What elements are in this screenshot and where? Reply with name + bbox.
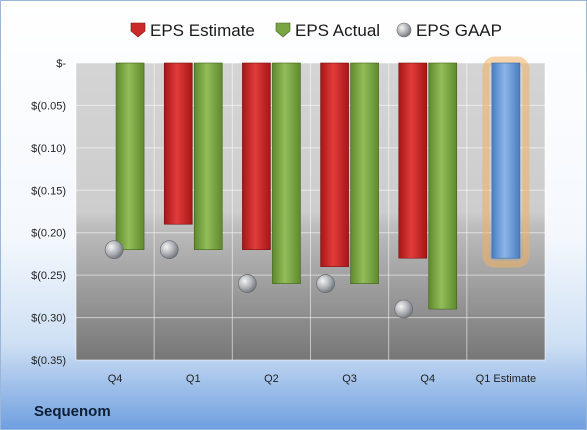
bar-eps-actual <box>115 62 145 250</box>
x-tick-label: Q4 <box>420 373 435 385</box>
legend-swatch-eps-actual <box>275 22 291 38</box>
y-tick-label: $- <box>56 58 66 70</box>
x-axis: Q4 Q1 Q2 Q3 Q4 Q1 Estimate <box>108 373 536 385</box>
bar-eps-actual <box>350 62 379 284</box>
legend-label: EPS Estimate <box>150 21 255 40</box>
legend-label: EPS Actual <box>295 21 380 40</box>
legend-label: EPS GAAP <box>416 21 502 40</box>
y-tick-label: $(0.10) <box>31 143 66 155</box>
point-eps-gaap <box>238 274 257 293</box>
bar-q1-estimate <box>491 62 521 259</box>
y-tick-label: $(0.15) <box>31 185 66 197</box>
bar-eps-actual <box>193 62 223 250</box>
y-tick-label: $(0.35) <box>31 355 66 367</box>
x-tick-label: Q4 <box>108 373 123 385</box>
x-tick-label: Q3 <box>342 373 357 385</box>
bar-eps-estimate <box>320 62 349 267</box>
bar-eps-estimate <box>163 62 193 225</box>
gridlines <box>75 62 546 361</box>
point-eps-gaap <box>159 240 179 260</box>
bar-eps-estimate <box>242 62 271 250</box>
company-name: Sequenom <box>34 403 111 420</box>
legend: EPS Estimate EPS Actual EPS GAAP <box>130 21 502 40</box>
point-eps-gaap <box>394 299 414 319</box>
x-tick-label: Q2 <box>264 373 279 385</box>
point-eps-gaap <box>104 240 124 260</box>
x-tick-label: Q1 <box>186 373 201 385</box>
bar-eps-actual <box>428 62 458 310</box>
point-eps-gaap <box>316 274 335 293</box>
estimate-glow <box>482 56 530 268</box>
legend-swatch-eps-estimate <box>130 22 146 38</box>
bar-eps-actual <box>272 62 301 284</box>
bars <box>104 56 530 319</box>
bar-eps-estimate <box>398 62 428 259</box>
legend-swatch-eps-gaap <box>396 22 412 38</box>
x-tick-label: Q1 Estimate <box>476 373 537 385</box>
y-axis: $- $(0.05) $(0.10) $(0.15) $(0.20) $(0.25) $(0… <box>31 58 66 367</box>
y-tick-label: $(0.30) <box>31 313 66 325</box>
y-tick-label: $(0.25) <box>31 270 66 282</box>
y-tick-label: $(0.05) <box>31 100 66 112</box>
y-tick-label: $(0.20) <box>31 228 66 240</box>
